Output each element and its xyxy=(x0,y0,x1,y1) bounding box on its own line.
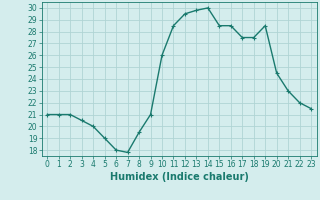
X-axis label: Humidex (Indice chaleur): Humidex (Indice chaleur) xyxy=(110,172,249,182)
